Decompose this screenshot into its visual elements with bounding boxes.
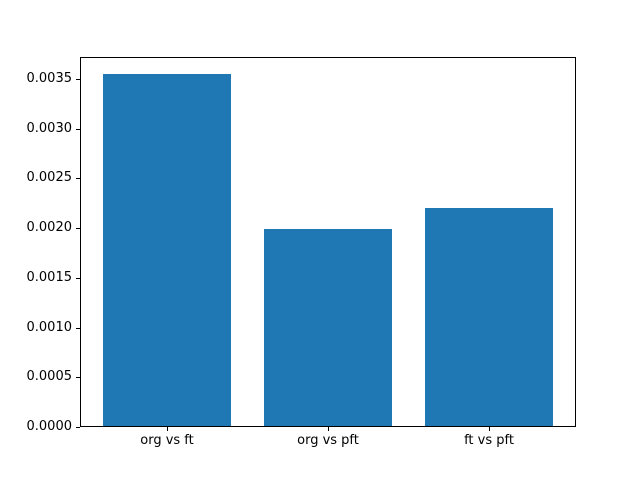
y-tick-label: 0.0005 bbox=[26, 369, 73, 384]
y-tick-mark bbox=[76, 278, 80, 279]
bar-org-vs-ft bbox=[102, 73, 232, 426]
bar-org-vs-pft bbox=[263, 229, 393, 426]
y-tick-mark bbox=[76, 228, 80, 229]
y-tick-mark bbox=[76, 178, 80, 179]
x-tick-label: ft vs pft bbox=[464, 433, 514, 448]
y-tick-label: 0.0025 bbox=[26, 170, 73, 185]
y-tick-mark bbox=[76, 377, 80, 378]
bar-ft-vs-pft bbox=[424, 208, 554, 426]
x-tick-mark bbox=[489, 427, 490, 431]
y-tick-label: 0.0000 bbox=[26, 419, 73, 434]
y-tick-mark bbox=[76, 328, 80, 329]
y-tick-mark bbox=[76, 79, 80, 80]
y-tick-label: 0.0035 bbox=[26, 71, 73, 86]
x-tick-label: org vs pft bbox=[297, 433, 359, 448]
y-tick-label: 0.0010 bbox=[26, 320, 73, 335]
x-tick-mark bbox=[328, 427, 329, 431]
plot-area bbox=[80, 57, 576, 427]
y-tick-label: 0.0020 bbox=[26, 220, 73, 235]
y-tick-mark bbox=[76, 129, 80, 130]
x-tick-mark bbox=[167, 427, 168, 431]
y-tick-label: 0.0015 bbox=[26, 270, 73, 285]
x-tick-label: org vs ft bbox=[140, 433, 194, 448]
y-tick-mark bbox=[76, 427, 80, 428]
y-tick-label: 0.0030 bbox=[26, 121, 73, 136]
